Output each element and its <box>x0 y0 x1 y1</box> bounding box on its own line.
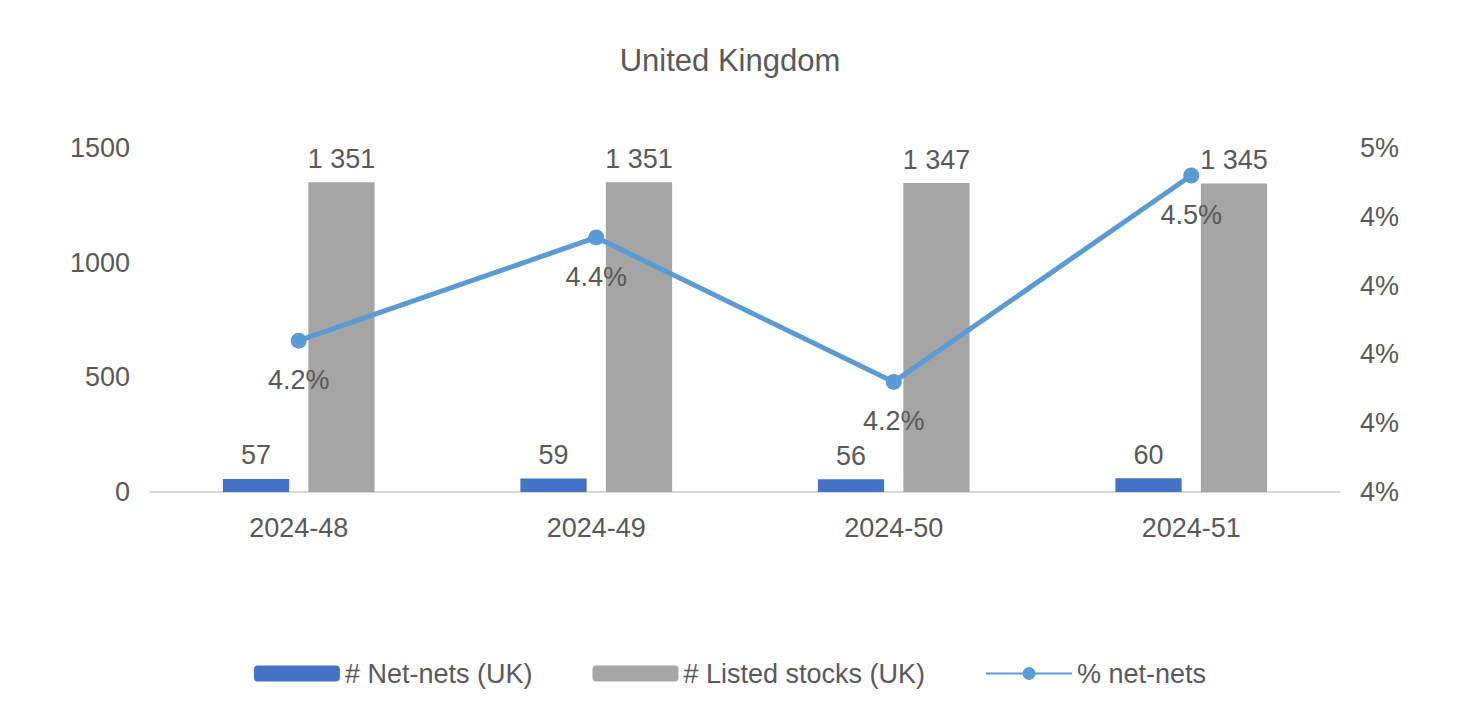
svg-text:2024-48: 2024-48 <box>249 513 348 543</box>
svg-text:United Kingdom: United Kingdom <box>620 43 841 78</box>
svg-text:56: 56 <box>836 441 866 471</box>
svg-text:1 345: 1 345 <box>1200 145 1268 175</box>
svg-text:60: 60 <box>1133 440 1163 470</box>
svg-text:# Listed stocks (UK): # Listed stocks (UK) <box>683 659 925 689</box>
svg-text:1 351: 1 351 <box>308 144 376 174</box>
svg-text:4.4%: 4.4% <box>565 262 627 292</box>
svg-text:4%: 4% <box>1360 271 1399 301</box>
svg-text:1 351: 1 351 <box>605 144 673 174</box>
svg-text:2024-51: 2024-51 <box>1142 513 1241 543</box>
svg-text:1500: 1500 <box>70 133 130 163</box>
svg-text:4.2%: 4.2% <box>863 406 925 436</box>
svg-text:1 347: 1 347 <box>903 145 971 175</box>
svg-text:1000: 1000 <box>70 248 130 278</box>
svg-text:2024-50: 2024-50 <box>844 513 943 543</box>
svg-text:57: 57 <box>241 440 271 470</box>
svg-text:4%: 4% <box>1360 339 1399 369</box>
svg-text:0: 0 <box>115 477 130 507</box>
svg-text:59: 59 <box>538 440 568 470</box>
svg-text:# Net-nets (UK): # Net-nets (UK) <box>345 659 533 689</box>
svg-text:5%: 5% <box>1360 133 1399 163</box>
svg-text:4%: 4% <box>1360 202 1399 232</box>
svg-text:2024-49: 2024-49 <box>547 513 646 543</box>
svg-text:4.5%: 4.5% <box>1160 200 1222 230</box>
svg-text:4%: 4% <box>1360 477 1399 507</box>
svg-text:4.2%: 4.2% <box>268 365 330 395</box>
svg-text:500: 500 <box>85 362 130 392</box>
svg-text:4%: 4% <box>1360 408 1399 438</box>
svg-text:% net-nets: % net-nets <box>1077 659 1206 689</box>
